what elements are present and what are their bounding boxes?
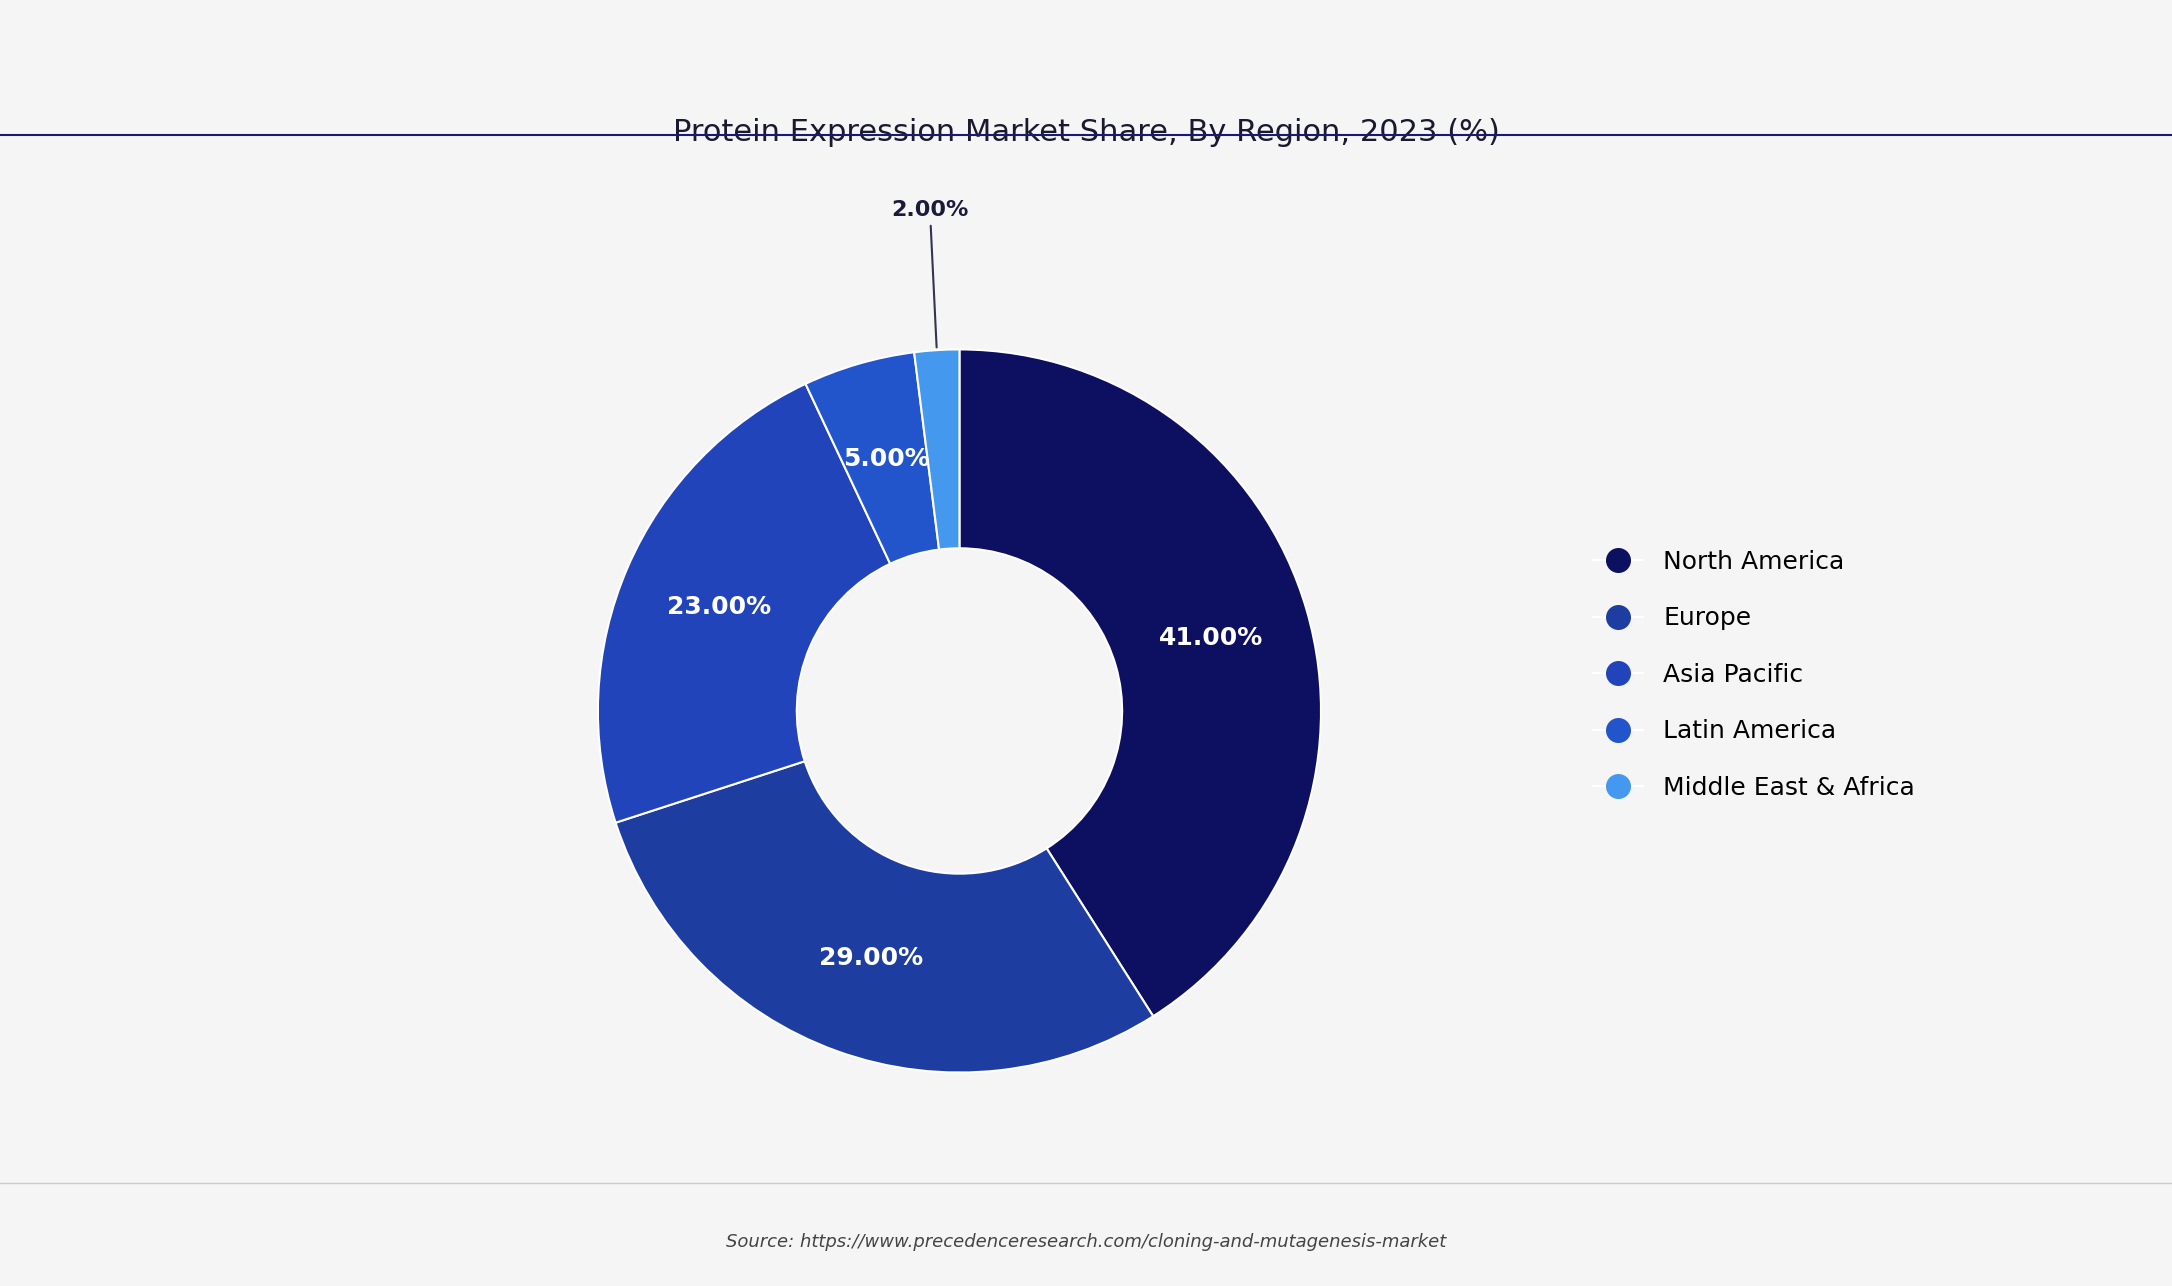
Text: 23.00%: 23.00% [667, 595, 771, 619]
Text: 2.00%: 2.00% [891, 201, 969, 347]
Text: 5.00%: 5.00% [843, 448, 930, 471]
Title: Protein Expression Market Share, By Region, 2023 (%): Protein Expression Market Share, By Regi… [673, 118, 1499, 147]
Legend: North America, Europe, Asia Pacific, Latin America, Middle East & Africa: North America, Europe, Asia Pacific, Lat… [1594, 550, 1916, 800]
Wedge shape [597, 383, 891, 823]
Text: 41.00%: 41.00% [1160, 626, 1264, 649]
Wedge shape [914, 350, 960, 549]
Wedge shape [960, 350, 1321, 1016]
Wedge shape [806, 352, 938, 563]
Text: Source: https://www.precedenceresearch.com/cloning-and-mutagenesis-market: Source: https://www.precedenceresearch.c… [725, 1233, 1447, 1251]
Text: 29.00%: 29.00% [819, 945, 923, 970]
Wedge shape [615, 761, 1153, 1073]
